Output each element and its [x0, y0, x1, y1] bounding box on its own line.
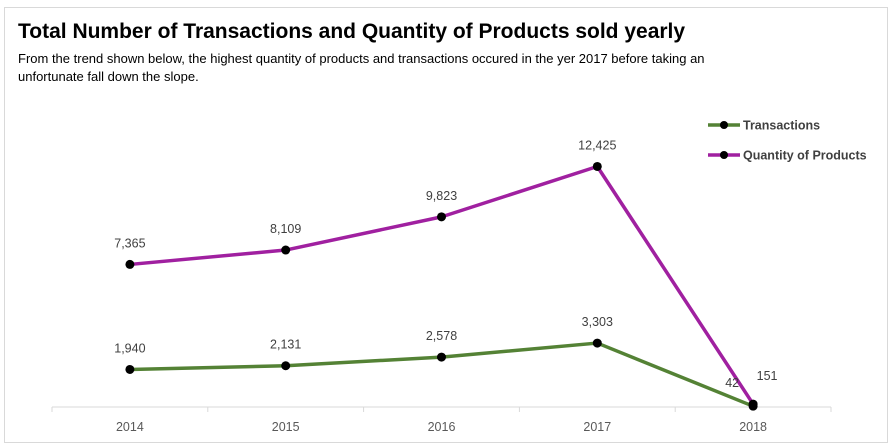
- data-label-transactions: 3,303: [582, 315, 613, 329]
- x-tick-label-2016: 2016: [428, 420, 456, 434]
- data-label-quantity-of-products: 9,823: [426, 189, 457, 203]
- data-point-transactions: [281, 361, 291, 371]
- legend-marker-transactions: [720, 121, 728, 129]
- data-label-transactions: 2,131: [270, 338, 301, 352]
- data-label-transactions: 1,940: [114, 341, 145, 355]
- data-point-transactions: [125, 364, 135, 374]
- x-tick-label-2014: 2014: [116, 420, 144, 434]
- data-point-quantity-of-products: [437, 212, 446, 222]
- data-label-quantity-of-products: 12,425: [578, 138, 616, 152]
- legend-marker-quantity-of-products: [720, 151, 728, 159]
- data-point-quantity-of-products: [125, 259, 135, 269]
- chart-title: Total Number of Transactions and Quantit…: [18, 20, 686, 43]
- legend-label-transactions: Transactions: [743, 119, 820, 133]
- data-label-transactions: 42: [725, 376, 739, 390]
- data-label-quantity-of-products: 7,365: [114, 236, 145, 250]
- x-tick-label-2018: 2018: [739, 420, 767, 434]
- data-point-transactions: [592, 338, 602, 348]
- series-line-transactions: [129, 341, 754, 408]
- data-label-quantity-of-products: 8,109: [270, 222, 301, 236]
- x-tick-label-2015: 2015: [272, 420, 300, 434]
- data-label-transactions: 2,578: [426, 329, 457, 343]
- data-point-transactions: [437, 352, 446, 362]
- data-point-quantity-of-products: [748, 399, 758, 409]
- data-label-quantity-of-products: 151: [757, 369, 778, 383]
- data-point-quantity-of-products: [281, 245, 291, 255]
- chart-subtitle: From the trend shown below, the highest …: [18, 51, 705, 84]
- x-tick-label-2017: 2017: [583, 420, 611, 434]
- data-point-quantity-of-products: [592, 161, 602, 171]
- legend-label-quantity-of-products: Quantity of Products: [743, 149, 867, 163]
